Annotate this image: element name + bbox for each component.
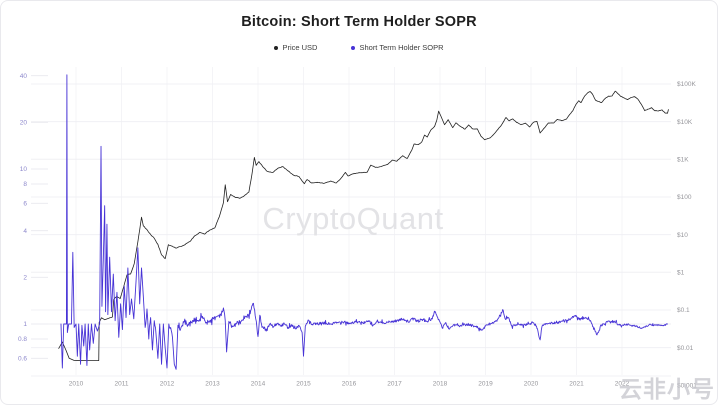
x-axis-tick-label: 2013 xyxy=(205,381,220,388)
x-axis-tick-label: 2016 xyxy=(342,381,357,388)
y-right-tick-label: $0.1 xyxy=(677,307,690,314)
legend-label: Price USD xyxy=(282,43,318,52)
price-series-line xyxy=(58,90,669,362)
x-axis-tick-label: 2018 xyxy=(433,381,448,388)
y-right-tick-label: $1 xyxy=(677,269,685,276)
sopr-series-dot-icon xyxy=(351,45,356,50)
chart-legend: Price USD Short Term Holder SOPR xyxy=(1,43,717,52)
y-right-tick-label: $1K xyxy=(677,157,689,164)
y-right-tick-label: $0.001 xyxy=(677,382,697,389)
legend-label: Short Term Holder SOPR xyxy=(359,43,444,52)
x-axis-tick-label: 2020 xyxy=(524,381,539,388)
price-series-dot-icon xyxy=(274,45,279,50)
legend-item-sopr[interactable]: Short Term Holder SOPR xyxy=(351,43,444,52)
y-left-tick-label: 40 xyxy=(20,73,28,80)
x-axis-tick-label: 2015 xyxy=(296,381,311,388)
x-axis-tick-label: 2019 xyxy=(478,381,493,388)
y-left-tick-label: 10 xyxy=(20,166,28,173)
y-left-tick-label: 4 xyxy=(23,228,27,235)
x-axis-tick-label: 2014 xyxy=(251,381,266,388)
x-axis-tick-label: 2011 xyxy=(115,381,129,388)
y-left-tick-label: 6 xyxy=(23,201,27,208)
y-left-tick-label: 1 xyxy=(23,321,27,328)
y-left-tick-label: 8 xyxy=(23,181,27,188)
y-left-tick-label: 20 xyxy=(20,120,28,127)
y-left-tick-label: 2 xyxy=(23,275,27,282)
y-right-tick-label: $10K xyxy=(677,119,693,126)
y-right-tick-label: $10 xyxy=(677,232,688,239)
x-axis-tick-label: 2021 xyxy=(569,381,584,388)
page-title: Bitcoin: Short Term Holder SOPR xyxy=(241,14,477,30)
y-left-tick-label: 0.6 xyxy=(18,356,27,363)
y-right-tick-label: $100K xyxy=(677,81,696,88)
y-right-tick-label: $100 xyxy=(677,194,692,201)
y-right-tick-label: $0.01 xyxy=(677,345,694,352)
legend-item-price-usd[interactable]: Price USD xyxy=(274,43,317,52)
y-left-tick-label: 0.8 xyxy=(18,336,27,343)
x-axis-tick-label: 2012 xyxy=(160,381,175,388)
x-axis-tick-label: 2010 xyxy=(69,381,84,388)
sopr-series-line xyxy=(60,74,668,370)
x-axis-tick-label: 2017 xyxy=(387,381,402,388)
x-axis-tick-label: 2022 xyxy=(615,381,630,388)
